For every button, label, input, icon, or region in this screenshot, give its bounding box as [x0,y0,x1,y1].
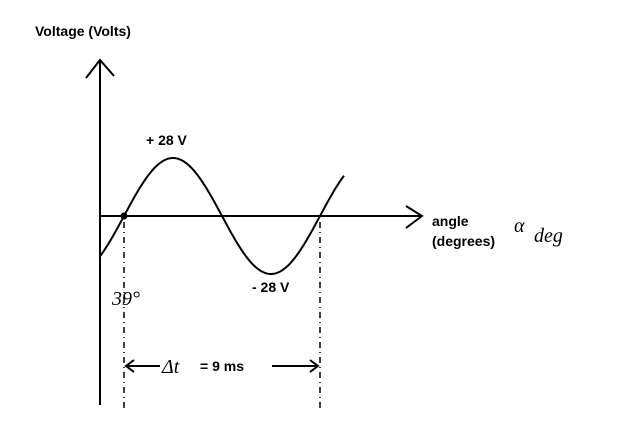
peak-label: + 28 V [146,132,188,148]
x-axis-unit: (degrees) [432,233,495,249]
y-arrowhead [85,58,115,79]
angle-subscript: deg [534,225,563,247]
title: Voltage (Volts) [35,23,131,39]
x-axis-label: angle [432,213,469,229]
interval-symbol: Δt [161,356,180,378]
interval-text: = 9 ms [200,358,244,374]
trough-label: - 28 V [252,279,290,295]
phase-label: 39° [111,288,140,310]
interval-arrowhead [309,359,320,373]
interval-arrowhead [124,359,135,373]
zero-crossing-dot [120,212,128,220]
angle-symbol: α [514,215,525,237]
sine-wave [99,157,345,275]
x-arrowhead [405,205,424,229]
